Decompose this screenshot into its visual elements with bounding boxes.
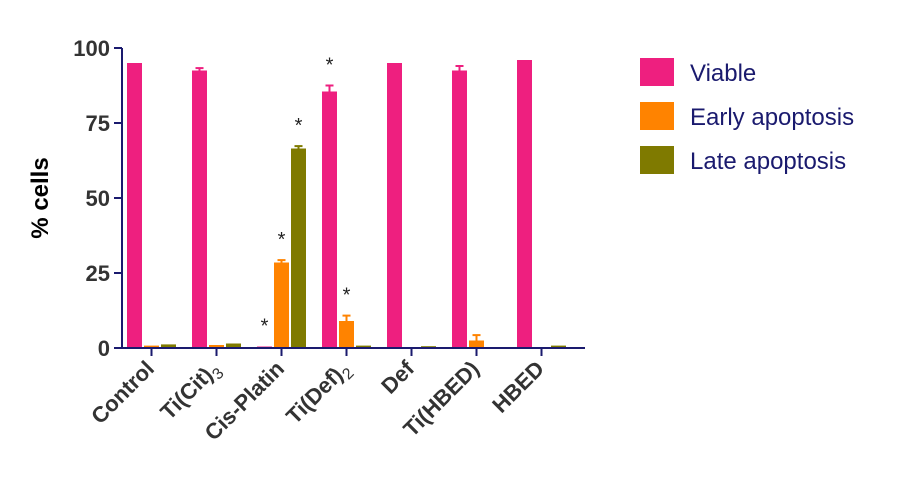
bars: * * * * * bbox=[127, 55, 566, 348]
y-tick-label: 25 bbox=[86, 261, 110, 286]
x-tick-label: Ti(Def)2 bbox=[281, 356, 358, 433]
x-tick-label: Def bbox=[376, 355, 419, 398]
legend: Viable Early apoptosis Late apoptosis bbox=[640, 58, 854, 175]
bar bbox=[356, 345, 371, 348]
bar bbox=[517, 60, 532, 348]
bar bbox=[161, 344, 176, 348]
bar bbox=[226, 343, 241, 348]
bar bbox=[469, 340, 484, 348]
bar bbox=[387, 63, 402, 348]
legend-swatch bbox=[640, 102, 674, 130]
bar bbox=[322, 91, 337, 348]
y-axis: 0 25 50 75 100 bbox=[73, 36, 123, 361]
significance-marker: * bbox=[326, 55, 334, 77]
bar bbox=[209, 345, 224, 348]
legend-label: Viable bbox=[690, 60, 756, 87]
bar bbox=[339, 321, 354, 348]
bar bbox=[291, 148, 306, 348]
y-tick-label: 50 bbox=[86, 186, 110, 211]
y-tick-label: 0 bbox=[98, 336, 110, 361]
significance-marker: * bbox=[295, 115, 303, 137]
x-tick-label: HBED bbox=[487, 356, 549, 418]
legend-label: Late apoptosis bbox=[690, 148, 846, 175]
significance-marker: * bbox=[261, 316, 269, 338]
bar bbox=[144, 345, 159, 348]
y-tick-label: 75 bbox=[86, 111, 110, 136]
legend-label: Early apoptosis bbox=[690, 104, 854, 131]
y-tick-label: 100 bbox=[73, 36, 110, 61]
legend-swatch bbox=[640, 58, 674, 86]
significance-marker: * bbox=[278, 229, 286, 251]
bar bbox=[452, 70, 467, 348]
significance-marker: * bbox=[343, 285, 351, 307]
bar bbox=[274, 262, 289, 348]
legend-swatch bbox=[640, 146, 674, 174]
y-axis-label: % cells bbox=[27, 157, 54, 238]
bar bbox=[551, 345, 566, 348]
bar bbox=[192, 70, 207, 348]
x-tick-label: Control bbox=[86, 356, 159, 429]
bar bbox=[127, 63, 142, 348]
